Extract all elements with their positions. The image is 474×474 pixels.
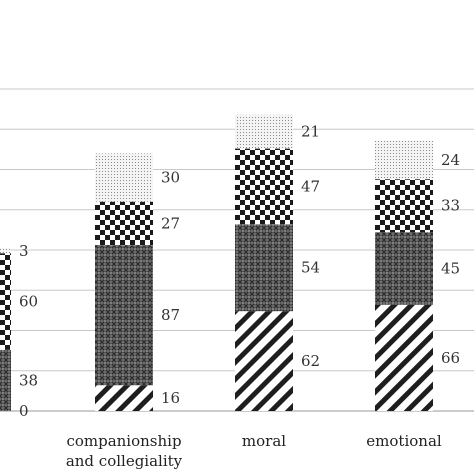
- data-labels: 0 38 60 3 16 87 27 30 62 54 47 21 66 45 33 24: [19, 123, 460, 420]
- data-label: 3: [19, 242, 29, 260]
- data-label: 24: [441, 151, 460, 169]
- category-label: and collegiality: [66, 452, 183, 470]
- data-label: 0: [19, 402, 29, 420]
- data-label: 27: [161, 214, 180, 232]
- bar-segment: [0, 253, 11, 350]
- data-label: 38: [19, 371, 38, 389]
- bar-segment: [235, 311, 293, 411]
- data-label: 87: [161, 306, 180, 324]
- bar-segment: [375, 232, 433, 305]
- data-label: 60: [19, 293, 38, 311]
- bars: [0, 114, 433, 411]
- bar-segment: [375, 140, 433, 180]
- bar-segment: [95, 245, 153, 386]
- data-label: 33: [441, 197, 460, 215]
- bar-segment: [95, 153, 153, 202]
- bar-segment: [235, 114, 293, 149]
- data-label: 54: [301, 259, 320, 277]
- data-label: 30: [161, 169, 180, 187]
- category-labels: andingcompanionshipand collegialitymoral…: [66, 432, 442, 470]
- bar-segment: [0, 349, 11, 411]
- bar-segment: [0, 248, 11, 254]
- data-label: 47: [301, 177, 320, 195]
- data-label: 62: [301, 352, 320, 370]
- data-label: 21: [301, 123, 320, 141]
- category-label: moral: [242, 432, 286, 450]
- bar-segment: [95, 385, 153, 411]
- data-label: 66: [441, 349, 460, 367]
- data-label: 45: [441, 260, 460, 278]
- category-label: companionship: [66, 432, 181, 450]
- bar-segment: [235, 148, 293, 225]
- bar-segment: [375, 304, 433, 411]
- data-label: 16: [161, 389, 180, 407]
- category-label: emotional: [366, 432, 442, 450]
- bar-segment: [375, 179, 433, 233]
- bar-segment: [235, 224, 293, 312]
- bar-segment: [95, 201, 153, 246]
